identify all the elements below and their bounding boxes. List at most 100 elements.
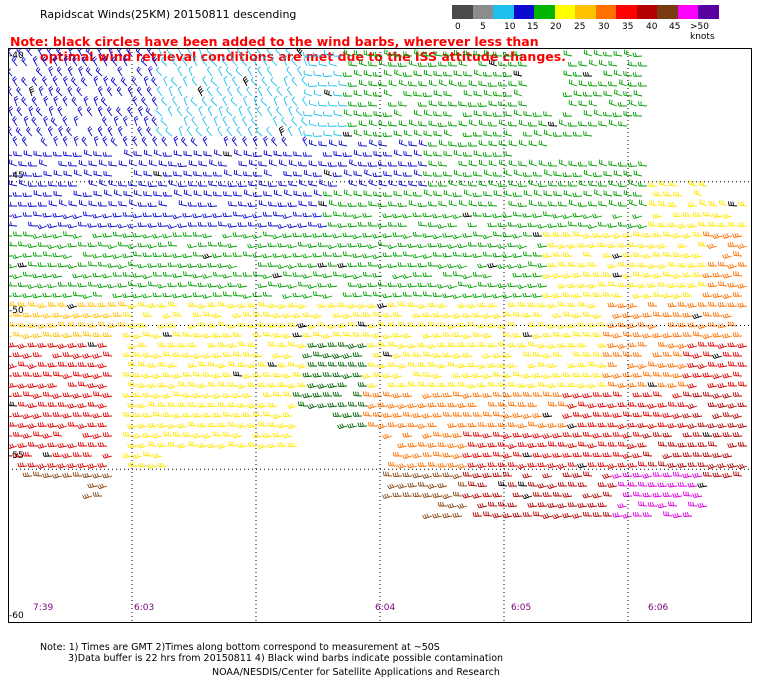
wind-barb (597, 281, 608, 287)
wind-barb (497, 341, 508, 347)
wind-barb (717, 222, 728, 228)
wind-barb (281, 136, 288, 147)
wind-barb (17, 241, 28, 247)
wind-barb (183, 96, 188, 107)
wind-barb (27, 161, 38, 167)
wind-barb (432, 392, 443, 398)
wind-barb (432, 513, 443, 519)
wind-barb (362, 332, 373, 337)
wind-barb (642, 232, 653, 238)
wind-barb (582, 91, 593, 97)
wind-barb (367, 323, 378, 329)
wind-barb (282, 151, 293, 157)
wind-barb (732, 413, 743, 419)
wind-barb (182, 293, 193, 299)
wind-barb (328, 139, 338, 147)
wind-barb (157, 342, 168, 347)
wind-barb (432, 213, 443, 219)
wind-barb (632, 352, 643, 357)
wind-barb (291, 76, 298, 87)
wind-barb (367, 362, 378, 367)
wind-barb (63, 55, 69, 67)
wind-barb (123, 190, 133, 197)
wind-barb (337, 322, 348, 329)
wind-barb (62, 392, 73, 398)
wind-barb (467, 362, 478, 368)
wind-barb (417, 362, 428, 367)
wind-barb (452, 353, 463, 359)
wind-barb (217, 402, 228, 407)
wind-barb (613, 69, 623, 77)
wind-barb (517, 244, 528, 250)
wind-barb (727, 422, 738, 428)
wind-barb (622, 433, 633, 439)
wind-barb (702, 391, 713, 397)
wind-barb (210, 56, 218, 67)
wind-barb (102, 313, 113, 319)
wind-barb (538, 120, 548, 127)
wind-barb (53, 170, 63, 177)
wind-barb (567, 342, 578, 348)
wind-barb (663, 511, 673, 517)
wind-barb (463, 431, 473, 437)
wind-barb (462, 112, 473, 117)
wind-barb (437, 182, 447, 187)
wind-barb (597, 182, 608, 187)
wind-barb (627, 82, 637, 87)
wind-barb (267, 382, 278, 388)
wind-barb (22, 231, 33, 237)
wind-barb (212, 312, 223, 319)
wind-barb (646, 423, 658, 430)
wind-barb (157, 262, 168, 268)
wind-barb (632, 252, 643, 257)
wind-barb (367, 421, 378, 427)
wind-barb (308, 201, 318, 207)
wind-barb (257, 262, 268, 267)
wind-barb (532, 312, 543, 317)
wind-barb (602, 392, 613, 398)
wind-barb (247, 302, 258, 308)
wind-barb (172, 214, 183, 220)
wind-barb (682, 473, 693, 479)
wind-barb (558, 159, 568, 167)
wind-barb (372, 52, 382, 57)
wind-barb (453, 70, 463, 77)
wind-barb (488, 59, 498, 67)
wind-barb (517, 463, 528, 470)
wind-barb (142, 352, 153, 358)
wind-barb (43, 251, 53, 257)
wind-barb (667, 343, 678, 349)
wind-barb (142, 373, 153, 379)
wind-barb (172, 96, 178, 107)
wind-barb (102, 213, 113, 219)
wind-barb (77, 442, 87, 447)
wind-barb (177, 263, 188, 268)
wind-barb (382, 412, 393, 418)
wind-barb (652, 232, 663, 238)
wind-barb (457, 263, 468, 269)
wind-barb (518, 161, 528, 167)
wind-barb (117, 66, 123, 77)
wind-barb (638, 161, 648, 167)
wind-barb (262, 274, 273, 279)
wind-barb (432, 292, 443, 297)
wind-barb (522, 213, 533, 218)
wind-barb (67, 86, 73, 97)
wind-barb (87, 483, 98, 489)
wind-barb (252, 136, 258, 147)
wind-barb (18, 179, 28, 187)
wind-barb (197, 222, 208, 227)
wind-barb (168, 301, 178, 307)
wind-barb (532, 372, 543, 379)
wind-barb (472, 253, 483, 259)
wind-barb (97, 483, 108, 490)
wind-barb (512, 293, 523, 298)
wind-barb (52, 252, 63, 258)
wind-barb (492, 152, 503, 157)
wind-barb (612, 351, 623, 357)
wind-barb (517, 402, 528, 407)
wind-barb (398, 79, 408, 87)
wind-barb (172, 373, 183, 379)
wind-barb (237, 48, 243, 57)
wind-barb (37, 463, 48, 469)
